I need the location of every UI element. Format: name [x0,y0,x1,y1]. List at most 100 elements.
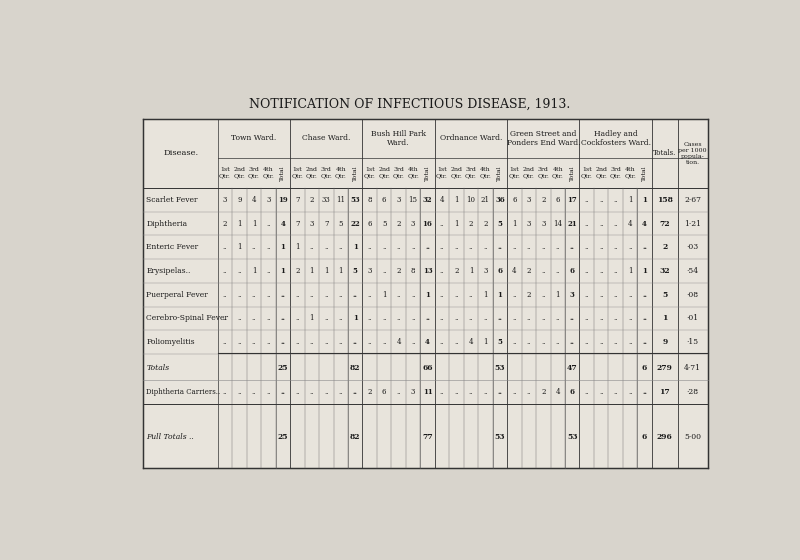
Text: ..: .. [396,243,401,251]
Text: ..: .. [338,388,343,396]
Text: ..: .. [440,220,444,227]
Text: ..: .. [252,243,256,251]
Text: Enteric Fever: Enteric Fever [146,243,198,251]
Text: ..: .. [295,338,300,346]
Text: ..: .. [512,291,517,298]
Text: 4th
Qtr.: 4th Qtr. [552,167,564,178]
Text: ..: .. [367,243,372,251]
Text: 1st
Qtr.: 1st Qtr. [364,167,376,178]
Text: ..: .. [599,291,603,298]
Text: ..: .. [454,314,458,323]
Text: 4: 4 [440,196,444,204]
Text: ..: .. [238,314,242,323]
Text: ..: .. [266,388,270,396]
Text: ..: .. [541,314,546,323]
Text: ..: .. [238,338,242,346]
Text: ..: .. [585,267,589,275]
Text: ..: .. [642,314,647,323]
Text: ..: .. [512,243,517,251]
Text: ..: .. [411,291,415,298]
Text: ..: .. [454,388,458,396]
Text: 4: 4 [469,338,474,346]
Text: 11: 11 [336,196,346,204]
Text: NOTIFICATION OF INFECTIOUS DISEASE, 1913.: NOTIFICATION OF INFECTIOUS DISEASE, 1913… [250,97,570,110]
Text: ..: .. [628,388,632,396]
Text: 5: 5 [353,267,358,275]
Text: ..: .. [585,243,589,251]
Text: Cerebro-Spinal Fever: Cerebro-Spinal Fever [146,314,229,323]
Text: Town Ward.: Town Ward. [231,134,277,142]
Text: 2: 2 [526,267,531,275]
Text: 6: 6 [498,267,502,275]
Text: ..: .. [222,243,227,251]
Text: ..: .. [642,291,647,298]
Text: Disease.: Disease. [163,150,198,157]
Text: ..: .. [266,314,270,323]
Text: ..: .. [353,291,358,298]
Text: ..: .. [324,243,329,251]
Text: ..: .. [469,314,474,323]
Text: ..: .. [396,314,401,323]
Text: 2: 2 [469,220,474,227]
Text: ..: .. [310,338,314,346]
Text: ·01: ·01 [686,314,698,323]
Text: 5: 5 [498,338,502,346]
Text: Erysipelas..: Erysipelas.. [146,267,191,275]
Text: 3: 3 [570,291,574,298]
Text: 1: 1 [238,243,242,251]
Text: 32: 32 [422,196,432,204]
Text: 7: 7 [324,220,329,227]
Text: 4: 4 [396,338,401,346]
Text: 5·00: 5·00 [684,433,702,441]
Text: ..: .. [425,314,430,323]
Text: 25: 25 [278,364,288,372]
Text: 72: 72 [659,220,670,227]
Text: ..: .. [411,314,415,323]
Text: ..: .. [498,243,502,251]
Text: ..: .. [338,243,343,251]
Text: ..: .. [353,338,358,346]
Text: 2: 2 [526,291,531,298]
Text: 1: 1 [252,220,256,227]
Text: ..: .. [628,243,632,251]
Text: 5: 5 [382,220,386,227]
Text: 3: 3 [411,388,415,396]
Text: 6: 6 [555,196,560,204]
Text: 1: 1 [353,243,358,251]
Text: 4th
Qtr.: 4th Qtr. [624,167,636,178]
Text: Total: Total [353,165,358,181]
Text: ..: .. [454,338,458,346]
Text: 1: 1 [628,196,632,204]
Text: Total: Total [498,165,502,181]
Text: ..: .. [614,220,618,227]
Text: 1: 1 [662,314,667,323]
Text: 1: 1 [281,243,286,251]
Text: 16: 16 [422,220,433,227]
Text: 3rd
Qtr.: 3rd Qtr. [248,167,260,178]
Text: ..: .. [396,291,401,298]
Text: ..: .. [266,338,270,346]
Text: 53: 53 [567,433,578,441]
Text: ..: .. [238,291,242,298]
Text: 296: 296 [657,433,673,441]
Text: 6: 6 [642,364,647,372]
Text: 2·67: 2·67 [684,196,702,204]
Text: Scarlet Fever: Scarlet Fever [146,196,198,204]
Text: 19: 19 [278,196,288,204]
Text: 3: 3 [310,220,314,227]
Text: ..: .. [266,291,270,298]
Text: 3: 3 [397,196,401,204]
Text: 11: 11 [422,388,433,396]
Text: 53: 53 [494,364,506,372]
Text: 53: 53 [350,196,360,204]
Text: ..: .. [498,388,502,396]
Text: 1: 1 [252,267,256,275]
Text: ..: .. [541,338,546,346]
Text: 4: 4 [512,267,517,275]
Text: 3rd
Qtr.: 3rd Qtr. [538,167,550,178]
Text: ..: .. [570,243,574,251]
Text: Total: Total [642,165,647,181]
Text: 8: 8 [367,196,372,204]
Text: ..: .. [252,388,256,396]
Text: ·54: ·54 [686,267,698,275]
